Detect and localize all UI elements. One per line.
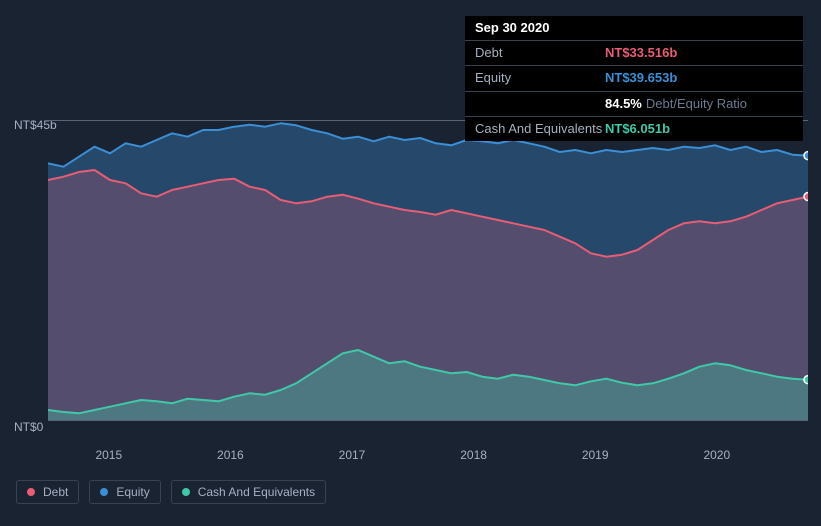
tooltip-cash-value: NT$6.051b bbox=[605, 120, 670, 138]
legend-item-debt[interactable]: Debt bbox=[16, 480, 79, 504]
tooltip-debt-value: NT$33.516b bbox=[605, 44, 677, 62]
dot-icon bbox=[27, 488, 35, 496]
legend-debt-label: Debt bbox=[43, 485, 68, 499]
legend-equity-label: Equity bbox=[116, 485, 149, 499]
x-tick: 2017 bbox=[339, 448, 366, 462]
dot-icon bbox=[100, 488, 108, 496]
tooltip-equity-row: Equity NT$39.653b bbox=[465, 66, 803, 91]
legend-item-cash[interactable]: Cash And Equivalents bbox=[171, 480, 326, 504]
tooltip-de-row: 84.5% Debt/Equity Ratio bbox=[465, 92, 803, 117]
x-tick: 2018 bbox=[460, 448, 487, 462]
tooltip-cash-row: Cash And Equivalents NT$6.051b bbox=[465, 117, 803, 141]
tooltip-equity-label: Equity bbox=[475, 69, 605, 87]
chart-container: Sep 30 2020 Debt NT$33.516b Equity NT$39… bbox=[0, 0, 821, 526]
tooltip-cash-label: Cash And Equivalents bbox=[475, 120, 605, 138]
de-pct: 84.5% bbox=[605, 96, 642, 111]
tooltip-debt-row: Debt NT$33.516b bbox=[465, 41, 803, 66]
legend-item-equity[interactable]: Equity bbox=[89, 480, 160, 504]
chart-area: NT$45b NT$0 bbox=[14, 120, 807, 440]
x-tick: 2016 bbox=[217, 448, 244, 462]
x-tick: 2020 bbox=[703, 448, 730, 462]
tooltip-date: Sep 30 2020 bbox=[475, 19, 549, 37]
y-tick-min: NT$0 bbox=[14, 420, 43, 434]
tooltip-panel: Sep 30 2020 Debt NT$33.516b Equity NT$39… bbox=[465, 16, 803, 141]
tooltip-de-value: 84.5% Debt/Equity Ratio bbox=[605, 95, 747, 113]
de-label: Debt/Equity Ratio bbox=[646, 96, 747, 111]
legend-cash-label: Cash And Equivalents bbox=[198, 485, 315, 499]
x-tick: 2019 bbox=[582, 448, 609, 462]
dot-icon bbox=[182, 488, 190, 496]
legend: Debt Equity Cash And Equivalents bbox=[16, 480, 326, 504]
tooltip-debt-label: Debt bbox=[475, 44, 605, 62]
tooltip-equity-value: NT$39.653b bbox=[605, 69, 677, 87]
area-chart-svg bbox=[48, 120, 808, 430]
x-tick: 2015 bbox=[95, 448, 122, 462]
tooltip-de-spacer bbox=[475, 95, 605, 113]
tooltip-date-row: Sep 30 2020 bbox=[465, 16, 803, 41]
